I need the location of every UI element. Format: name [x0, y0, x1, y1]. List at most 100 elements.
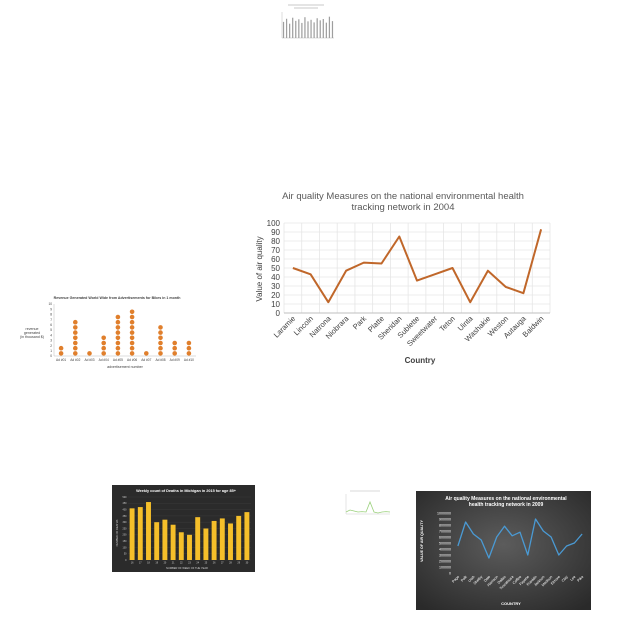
top-bar: [331, 21, 334, 38]
dot-chart-ylabel: revenue generated (in thousand $): [20, 327, 44, 339]
dark-ytick-label: 900000: [439, 517, 451, 521]
yellow-xtick-label: 17: [139, 562, 142, 565]
main-xtick-label: Laramie: [272, 314, 298, 340]
yellow-xtick-label: 20: [164, 562, 167, 565]
dark-ytick-label: 700000: [439, 529, 451, 533]
dot-chart-xtick-label: Ad #09: [170, 358, 180, 362]
dot-mark: [73, 319, 78, 325]
dark-xtick-label: Lee: [569, 575, 576, 582]
dot-chart-ytick-label: 2: [50, 344, 52, 348]
dark-xtick-label: Utah: [467, 575, 475, 583]
yellow-ytick-label: 0: [125, 559, 127, 562]
yellow-bar: [146, 502, 151, 560]
dot-chart-ytick-label: 0: [50, 354, 52, 358]
dark-ytick-label: 200000: [439, 559, 451, 563]
dot-mark: [186, 345, 192, 351]
dark-xtick-label: Dale: [483, 575, 491, 583]
dot-mark: [101, 340, 106, 346]
dot-chart-xtick-label: Ad #01: [56, 358, 66, 362]
dot-mark: [129, 309, 135, 315]
main-ytick-label: 90: [271, 228, 280, 237]
main-ytick-label: 30: [271, 282, 280, 291]
top-bar: [282, 21, 285, 38]
top-bar: [289, 23, 291, 38]
yellow-chart-title: Weekly count of Deaths in Michigan in 20…: [136, 489, 237, 493]
dot-chart-xtick-label: Ad #08: [155, 358, 165, 362]
main-chart-title-line-2: tracking network in 2004: [352, 202, 455, 213]
dot-mark: [129, 335, 135, 341]
dot-mark: [73, 335, 78, 341]
dark-ytick-label: 800000: [439, 523, 451, 527]
yellow-ytick-label: 100: [123, 546, 128, 549]
dot-mark: [129, 319, 135, 325]
dot-mark: [158, 351, 163, 356]
thumbnail-revenue-dot-chart: Revenue Generated World Wide from Advert…: [20, 296, 196, 369]
main-ytick-label: 70: [271, 246, 280, 255]
top-bar: [310, 19, 312, 38]
dot-mark: [115, 335, 121, 341]
dot-chart-ytick-label: 1: [50, 349, 52, 353]
thumbnail-top-bar-chart: [274, 2, 336, 42]
dot-mark: [129, 330, 135, 335]
yellow-xtick-label: 16: [131, 562, 134, 565]
dot-mark: [129, 345, 135, 351]
dot-chart-ytick-label: 3: [50, 339, 52, 343]
yellow-ytick-label: 200: [123, 534, 128, 537]
main-ytick-label: 80: [271, 237, 280, 246]
dot-chart-ytick-label: 8: [50, 313, 52, 317]
dot-mark: [172, 351, 177, 356]
main-ytick-label: 50: [271, 264, 280, 273]
dot-mark: [87, 351, 92, 356]
dot-mark: [158, 330, 163, 335]
main-chart-title-line-1: Air quality Measures on the national env…: [282, 191, 524, 202]
yellow-bar: [178, 532, 184, 560]
dark-xtick-label: Clay: [561, 575, 569, 583]
dark-xtick-label: Shelby: [473, 575, 484, 586]
yellow-bar: [219, 518, 225, 560]
top-bar: [313, 22, 315, 38]
dot-chart-title: Revenue Generated World Wide from Advert…: [54, 296, 181, 300]
yellow-ytick-label: 400: [123, 509, 128, 512]
top-bar: [304, 17, 306, 38]
top-bar: [322, 19, 324, 38]
dot-mark: [129, 325, 135, 330]
yellow-ytick-label: 250: [123, 527, 128, 530]
yellow-xtick-label: 18: [147, 562, 150, 565]
top-bar: [328, 16, 331, 38]
dot-mark: [172, 345, 177, 351]
yellow-bar: [228, 523, 233, 560]
yellow-bar: [203, 528, 209, 560]
dot-mark: [172, 340, 177, 346]
dot-chart-xtick-label: Ad #02: [70, 358, 80, 362]
main-ytick-label: 0: [276, 309, 281, 318]
dot-mark: [158, 345, 163, 351]
thumbnail-weekly-deaths-chart: Weekly count of Deaths in Michigan in 20…: [112, 485, 255, 572]
dark-ytick-label: 300000: [439, 553, 451, 557]
dot-mark: [73, 340, 78, 346]
yellow-ytick-label: 300: [123, 521, 128, 524]
dot-mark: [101, 351, 106, 356]
dot-chart-xtick-label: Ad #05: [113, 358, 123, 362]
dark-ytick-label: 100000: [439, 565, 451, 569]
dark-xtick-label: Page: [451, 575, 460, 584]
yellow-bar: [154, 522, 160, 560]
yellow-bar: [236, 515, 242, 560]
top-bar: [316, 18, 318, 38]
yellow-xtick-label: 29: [237, 562, 240, 565]
yellow-ytick-label: 50: [124, 553, 127, 556]
dot-mark: [186, 351, 192, 356]
main-ytick-label: 10: [271, 300, 280, 309]
dot-mark: [158, 325, 163, 330]
yellow-xtick-label: 19: [155, 562, 158, 565]
dot-chart-xtick-label: Ad #06: [127, 358, 137, 362]
thumbnail-tiny-line-chart: [345, 490, 391, 515]
dot-mark: [115, 319, 121, 325]
dark-chart-title-line-2: health tracking network in 2009: [469, 502, 544, 508]
yellow-chart-ylabel: NUMBER OF DEATHS: [115, 519, 119, 546]
main-ytick-label: 60: [271, 255, 280, 264]
dot-mark: [115, 345, 121, 351]
yellow-xtick-label: 25: [205, 562, 208, 565]
top-bar: [325, 22, 327, 38]
dark-series-line: [457, 518, 583, 559]
dot-mark: [73, 325, 78, 330]
